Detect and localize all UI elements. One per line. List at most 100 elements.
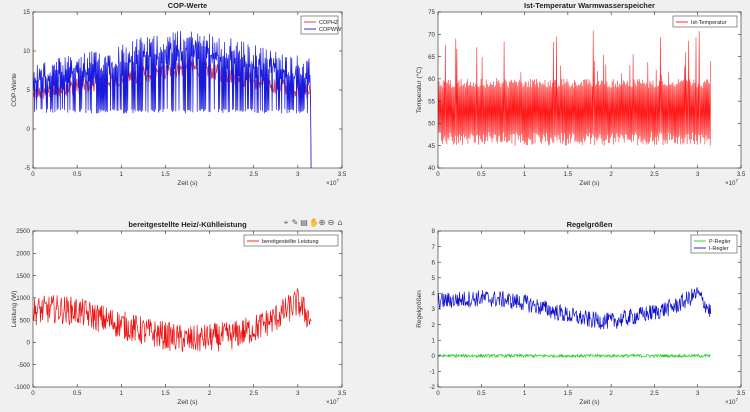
series-line-i-regler xyxy=(438,287,712,330)
y-tick-label: 2 xyxy=(432,322,436,329)
y-tick-label: 1000 xyxy=(16,295,30,302)
x-tick-label: 1.5 xyxy=(564,390,573,397)
x-tick-label: 0.5 xyxy=(477,390,486,397)
series-line-bereitgestellte-leistung xyxy=(33,287,312,352)
data-layer xyxy=(438,287,712,359)
x-exponent-label: ×107 xyxy=(326,178,340,187)
y-tick-label: 10 xyxy=(23,48,30,55)
y-tick-label: 45 xyxy=(428,143,435,150)
legend-entry: P-Regler xyxy=(709,239,731,245)
series-line-copww xyxy=(33,30,312,168)
y-tick-label: 65 xyxy=(428,54,435,61)
y-tick-label: 0 xyxy=(432,353,436,360)
series-line-ist-temperatur xyxy=(438,30,711,146)
legend-entry: bereitgestellte Leistung xyxy=(262,239,319,245)
y-tick-label: 40 xyxy=(428,165,435,172)
y-tick-label: 0 xyxy=(27,126,31,133)
x-exponent-label: ×107 xyxy=(725,178,739,187)
y-tick-label: 2500 xyxy=(16,228,30,235)
chart-title: Ist-Temperatur Warmwasserspeicher xyxy=(524,1,655,10)
y-tick-label: 2000 xyxy=(16,250,30,257)
y-tick-label: -500 xyxy=(18,362,31,369)
legend-entry: I-Regler xyxy=(709,246,729,252)
pan-icon[interactable]: ✋ xyxy=(309,218,319,227)
x-axis-label: Zeit (s) xyxy=(579,180,599,187)
zoom-out-icon[interactable]: ⊖ xyxy=(327,218,335,227)
y-tick-label: 1 xyxy=(432,337,436,344)
chart-3: 0 0.5 1 1.5 2 2.5 3 3.5 -1000 -500 0 500 1000 1500 200… xyxy=(11,220,347,406)
y-tick-label: 50 xyxy=(428,121,435,128)
x-tick-label: 0 xyxy=(31,390,35,397)
legend: Ist-Temperatur xyxy=(672,15,738,28)
data-cursor-icon[interactable]: ⌖ xyxy=(283,218,289,227)
y-axis-label: Leistung (W) xyxy=(11,291,18,328)
x-tick-label: 3 xyxy=(696,171,700,178)
x-axis-label: Zeit (s) xyxy=(177,180,197,187)
x-axis-label: Zeit (s) xyxy=(579,399,599,406)
chart-4: 0 0.5 1 1.5 2 2.5 3 3.5 -2 -1 0 1 2 3 4 5 6 7 8 ×107 Regelgr… xyxy=(416,220,746,406)
data-layer xyxy=(33,287,312,352)
x-exponent-power: 7 xyxy=(337,178,340,183)
x-tick-label: 0.5 xyxy=(477,171,486,178)
y-tick-label: 55 xyxy=(428,98,435,105)
brush-icon[interactable]: ✎ xyxy=(291,218,299,227)
x-tick-label: 2.5 xyxy=(650,171,659,178)
axes-frame xyxy=(32,230,343,388)
x-tick-label: 1 xyxy=(523,171,527,178)
legend-box xyxy=(672,15,738,28)
y-tick-label: 15 xyxy=(23,9,30,16)
y-tick-label: 500 xyxy=(20,317,31,324)
y-tick-label: 7 xyxy=(432,244,436,251)
x-tick-label: 3 xyxy=(696,390,700,397)
chart-1: 0 0.5 1 1.5 2 2.5 3 3.5-5051015×107COP-WerteZei… xyxy=(11,1,347,187)
x-exponent-label: ×107 xyxy=(725,397,739,406)
data-layer xyxy=(438,30,711,146)
x-tick-label: 3.5 xyxy=(737,171,746,178)
x-tick-label: 2 xyxy=(208,171,212,178)
x-exponent-power: 7 xyxy=(736,397,739,402)
x-tick-label: 1 xyxy=(120,171,124,178)
x-tick-label: 3 xyxy=(296,171,300,178)
colorbar-icon[interactable]: ▤ xyxy=(300,218,308,227)
chart-title: bereitgestellte Heiz/-Kühlleistung xyxy=(128,220,247,229)
data-layer xyxy=(33,15,312,168)
home-icon[interactable]: ⌂ xyxy=(337,218,343,227)
y-tick-label: 3 xyxy=(432,306,436,313)
x-tick-label: 0 xyxy=(436,171,440,178)
y-tick-label: -5 xyxy=(24,165,30,172)
y-tick-label: 8 xyxy=(432,228,436,235)
plot-area xyxy=(438,231,741,387)
axes-toolbar[interactable]: ⌖ ✎ ▤ ✋ ⊕ ⊖ ⌂ xyxy=(282,219,344,227)
x-axis-label: Zeit (s) xyxy=(177,399,197,406)
x-tick-label: 0 xyxy=(31,171,35,178)
axes-frame xyxy=(437,11,742,169)
x-tick-label: 1 xyxy=(523,390,527,397)
legend-box xyxy=(690,234,738,254)
x-tick-label: 3.5 xyxy=(737,390,746,397)
x-tick-label: 1.5 xyxy=(161,390,170,397)
zoom-in-icon[interactable]: ⊕ xyxy=(318,218,326,227)
y-tick-label: 75 xyxy=(428,9,435,16)
chart-2: 0 0.5 1 1.5 2 2.5 3 3.5 40 45 50 55 60 65 70 75 ×107 Ist-… xyxy=(415,1,746,187)
y-tick-label: -1 xyxy=(429,369,435,376)
x-exponent-power: 7 xyxy=(337,397,340,402)
y-axis-label: Temperatur (°C) xyxy=(415,67,423,113)
x-tick-label: 3.5 xyxy=(338,390,347,397)
x-tick-label: 0.5 xyxy=(73,171,82,178)
x-tick-label: 2 xyxy=(609,171,613,178)
y-tick-label: 60 xyxy=(428,76,435,83)
y-axis-label: Regelgrößen xyxy=(416,290,423,328)
chart-title: COP-Werte xyxy=(168,1,207,10)
legend-box xyxy=(243,234,339,247)
y-tick-label: 5 xyxy=(27,87,31,94)
x-tick-label: 2 xyxy=(208,390,212,397)
x-tick-label: 1.5 xyxy=(161,171,170,178)
x-tick-label: 3 xyxy=(296,390,300,397)
x-tick-label: 0.5 xyxy=(73,390,82,397)
y-tick-label: 4 xyxy=(432,291,436,298)
y-tick-label: 6 xyxy=(432,259,436,266)
legend-entry: COPHZ xyxy=(319,20,339,26)
